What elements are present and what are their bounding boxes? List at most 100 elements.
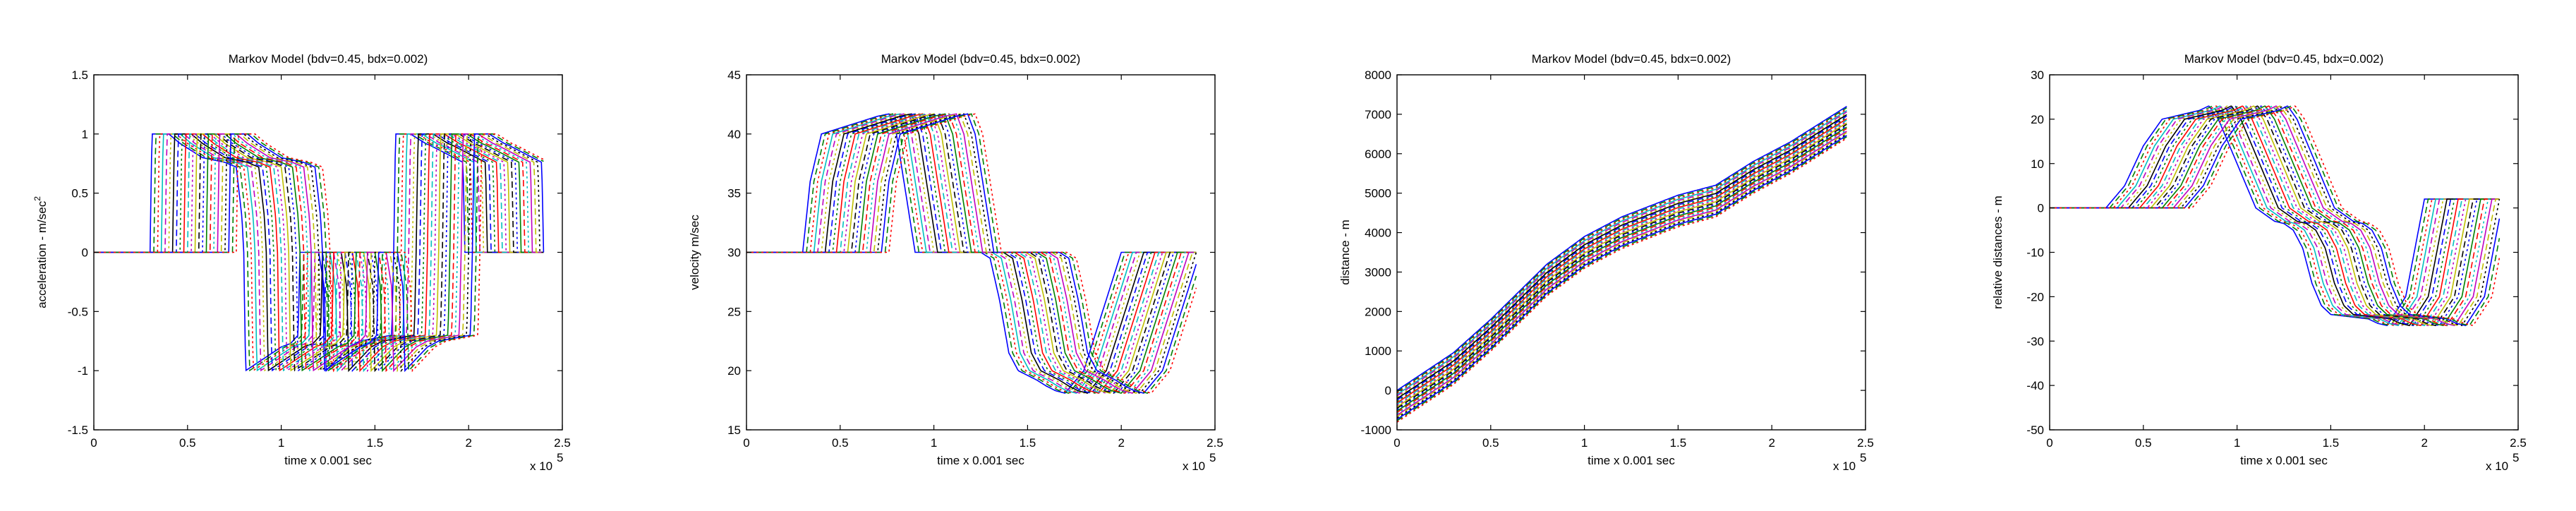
x-multiplier-exponent: 5 [1860, 451, 1866, 464]
y-tick-label: 8000 [1365, 68, 1391, 82]
series-line-24 [94, 133, 544, 373]
y-tick-label: -50 [2026, 423, 2044, 437]
x-tick-label: 0.5 [2135, 436, 2152, 450]
x-axis-label: time x 0.001 sec [1588, 454, 1675, 467]
x-axis-label: time x 0.001 sec [2240, 454, 2328, 467]
y-tick-label: 40 [727, 128, 741, 141]
y-tick-label: 5000 [1365, 187, 1391, 200]
series-line-24 [2050, 105, 2501, 327]
series-line-20 [1397, 132, 1847, 417]
series-line-15 [1397, 125, 1847, 411]
series-line-7 [1397, 114, 1847, 399]
y-tick-label: 25 [727, 305, 741, 318]
y-tick-label: 2000 [1365, 305, 1391, 318]
chart-title: Markov Model (bdv=0.45, bdx=0.002) [881, 52, 1081, 66]
series-line-10 [1397, 118, 1847, 404]
series-line-5 [2050, 105, 2500, 327]
x-tick-label: 2.5 [1857, 436, 1874, 450]
x-multiplier-exponent: 5 [2512, 451, 2519, 464]
series-line-20 [746, 113, 1197, 394]
y-tick-label: -40 [2026, 379, 2044, 392]
y-axis-label: distance - m [1338, 220, 1352, 285]
x-tick-label: 1 [278, 436, 284, 450]
series-line-2 [746, 113, 1197, 394]
y-tick-label: 30 [2031, 68, 2044, 82]
series-line-8 [1397, 115, 1847, 401]
y-tick-label: 1000 [1365, 344, 1391, 358]
x-tick-label: 1 [1581, 436, 1588, 450]
x-tick-label: 2 [1118, 436, 1124, 450]
x-tick-label: 2 [465, 436, 471, 450]
series-group [1397, 106, 1847, 423]
x-tick-label: 0.5 [1482, 436, 1499, 450]
chart-2: 0 0.5 1 1.5 2 2.5 15 20 25 30 35 40 45 Markov Model (… [688, 52, 1223, 473]
y-tick-label: -0.5 [68, 305, 88, 318]
y-tick-label: 30 [727, 246, 741, 260]
y-tick-label: -30 [2026, 335, 2044, 348]
y-axis-label: acceleration - m/sec2 [32, 196, 49, 308]
y-tick-label: 20 [2031, 113, 2044, 126]
series-group [2050, 105, 2501, 327]
series-line-3 [1397, 108, 1847, 394]
series-line-3 [94, 133, 544, 373]
y-tick-label: 10 [2031, 157, 2044, 171]
series-line-14 [1397, 124, 1847, 409]
series-line-4 [2050, 105, 2500, 327]
y-tick-label: 3000 [1365, 265, 1391, 279]
series-line-3 [2050, 105, 2500, 327]
y-tick-label: 0 [82, 246, 88, 260]
series-line-11 [1397, 119, 1847, 405]
y-axis-label: velocity m/sec [688, 215, 701, 290]
series-group [746, 113, 1197, 394]
x-tick-label: 2 [1768, 436, 1774, 450]
x-tick-label: 0 [90, 436, 97, 450]
axes-frame [1396, 74, 1866, 431]
series-line-16 [1397, 126, 1847, 412]
series-line-19 [1397, 131, 1847, 416]
y-tick-label: 7000 [1365, 108, 1391, 121]
series-line-5 [1397, 111, 1847, 397]
x-tick-label: 2 [2421, 436, 2427, 450]
series-line-5 [94, 133, 544, 373]
series-line-23 [1397, 136, 1847, 421]
y-tick-label: -1000 [1361, 423, 1391, 437]
x-multiplier-exponent: 5 [557, 451, 563, 464]
x-tick-label: 2.5 [1207, 436, 1223, 450]
chart-4: 0 0.5 1 1.5 2 2.5 -50 -40 -30 -20 -10 0 10 20 30 Markov… [1991, 52, 2527, 473]
x-tick-label: 0 [743, 436, 749, 450]
y-tick-label: 1.5 [71, 68, 88, 82]
x-multiplier-exponent: 5 [1209, 451, 1216, 464]
series-line-22 [1397, 135, 1847, 420]
y-tick-label: 4000 [1365, 227, 1391, 240]
x-tick-label: 1.5 [2323, 436, 2340, 450]
x-tick-label: 1.5 [1670, 436, 1687, 450]
series-line-1 [2050, 105, 2500, 327]
series-line-21 [1397, 133, 1847, 419]
x-multiplier-label: x 10 [1183, 459, 1205, 473]
chart-title: Markov Model (bdv=0.45, bdx=0.002) [2184, 52, 2384, 66]
series-line-4 [1397, 109, 1847, 395]
x-tick-label: 1 [931, 436, 937, 450]
y-tick-label: 1 [82, 128, 88, 141]
x-tick-label: 0.5 [179, 436, 196, 450]
x-tick-label: 1.5 [367, 436, 384, 450]
series-line-24 [746, 113, 1197, 394]
chart-1: 0 0.5 1 1.5 2 2.5 -1.5 -1 -0.5 0 0.5 1 1.5 Markov Mod… [32, 52, 571, 473]
x-tick-label: 2.5 [554, 436, 571, 450]
y-tick-label: -10 [2026, 246, 2044, 260]
x-axis-label: time x 0.001 sec [284, 454, 372, 467]
chart-title: Markov Model (bdv=0.45, bdx=0.002) [229, 52, 428, 66]
y-tick-label: 0 [2038, 202, 2044, 215]
y-tick-label: -1.5 [68, 423, 88, 437]
x-tick-label: 0 [1393, 436, 1400, 450]
chart-3: 0 0.5 1 1.5 2 2.5-100001000200030004000500060… [1338, 52, 1874, 473]
y-axis-label: relative distances - m [1991, 196, 2004, 309]
series-line-24 [1397, 138, 1847, 423]
series-line-17 [1397, 128, 1847, 414]
y-tick-label: 20 [727, 364, 741, 378]
x-tick-label: 2.5 [2510, 436, 2527, 450]
series-line-2 [2050, 105, 2500, 327]
y-tick-label: 6000 [1365, 148, 1391, 161]
series-line-5 [746, 113, 1197, 394]
